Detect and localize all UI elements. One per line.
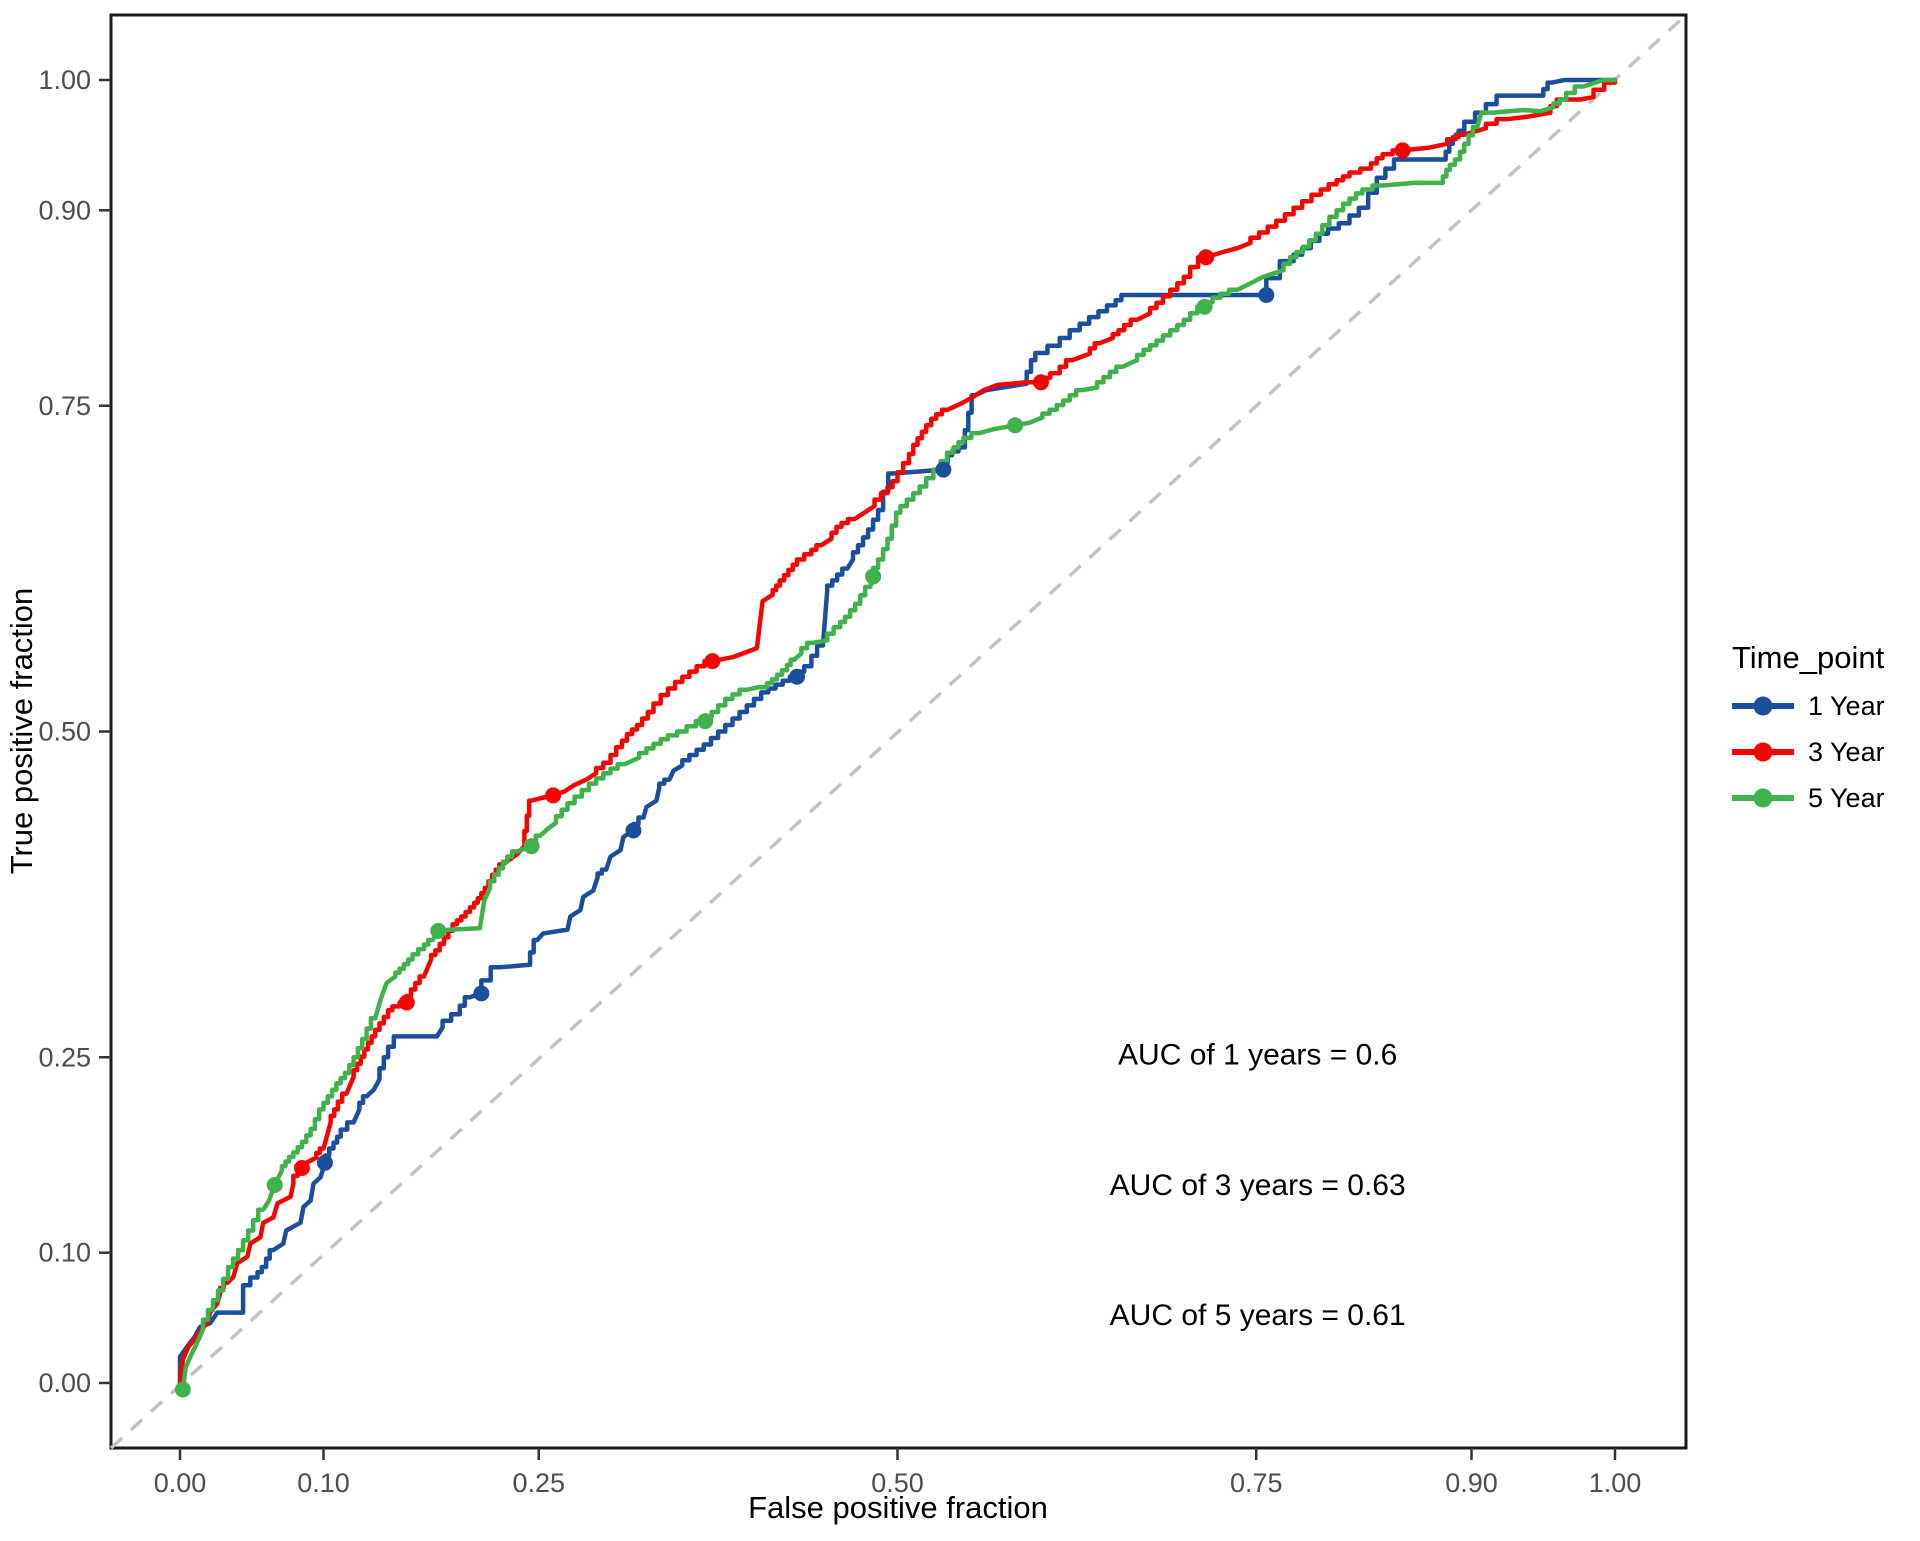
roc-curve-5-year: [180, 77, 1618, 1392]
x-tick-label: 0.10: [297, 1468, 350, 1498]
roc-point-1-year: [473, 985, 490, 1002]
roc-point-5-year: [430, 922, 447, 939]
roc-point-5-year: [697, 713, 714, 730]
roc-point-1-year: [625, 822, 642, 839]
y-tick-label: 0.50: [38, 717, 91, 747]
roc-point-5-year: [523, 838, 540, 855]
y-axis-title: True positive fraction: [4, 588, 39, 875]
x-tick-label: 0.90: [1445, 1468, 1498, 1498]
roc-point-3-year: [704, 653, 721, 670]
roc-curves: [177, 77, 1618, 1392]
auc-annotation: AUC of 1 years = 0.6: [1118, 1039, 1397, 1072]
roc-point-3-year: [1033, 374, 1049, 391]
legend-item-1-year: 1 Year: [1732, 691, 1885, 721]
auc-annotation: AUC of 3 years = 0.63: [1110, 1169, 1406, 1202]
roc-point-5-year: [1196, 298, 1213, 315]
legend-label-1-year: 1 Year: [1808, 691, 1885, 721]
x-tick-label: 0.50: [871, 1468, 924, 1498]
axis-tick-labels: 0.00 0.10 0.25 0.50 0.75 0.90 1.00 0.00 0.10 0.25…: [38, 65, 1641, 1498]
x-tick-label: 1.00: [1589, 1468, 1642, 1498]
roc-point-1-year: [316, 1154, 333, 1171]
y-tick-label: 1.00: [38, 65, 91, 95]
roc-point-3-year: [1394, 142, 1411, 159]
y-tick-label: 0.90: [38, 195, 91, 225]
legend-items: 1 Year 3 Year 5 Year: [1732, 691, 1885, 813]
legend: Time_point 1 Year 3 Year 5 Year: [1732, 640, 1885, 813]
y-tick-label: 0.25: [38, 1042, 91, 1072]
roc-point-5-year: [174, 1381, 191, 1398]
legend-label-5-year: 5 Year: [1808, 783, 1885, 813]
roc-point-5-year: [865, 568, 882, 585]
roc-point-3-year: [545, 787, 562, 804]
roc-point-1-year: [935, 461, 952, 478]
roc-point-1-year: [789, 668, 806, 685]
auc-annotations: AUC of 1 years = 0.6 AUC of 3 years = 0.6…: [1110, 1039, 1406, 1333]
legend-item-5-year: 5 Year: [1732, 783, 1885, 813]
roc-curve-3-year: [177, 77, 1618, 1386]
x-tick-label: 0.25: [512, 1468, 565, 1498]
x-tick-label: 0.75: [1230, 1468, 1283, 1498]
auc-annotation: AUC of 5 years = 0.61: [1110, 1299, 1406, 1332]
roc-curve-markers: [174, 142, 1411, 1398]
x-tick-label: 0.00: [154, 1468, 207, 1498]
legend-item-3-year: 3 Year: [1732, 737, 1885, 767]
roc-point-3-year: [293, 1160, 310, 1177]
x-axis-title: False positive fraction: [748, 1490, 1048, 1525]
roc-point-5-year: [1007, 417, 1024, 434]
roc-point-3-year: [398, 994, 415, 1011]
diagonal-reference-line: [109, 13, 1688, 1450]
axis-ticks: [99, 78, 1617, 1460]
y-tick-label: 0.00: [38, 1368, 91, 1398]
roc-point-5-year: [266, 1176, 283, 1193]
legend-key-point-5-year: [1753, 788, 1773, 808]
legend-title: Time_point: [1732, 640, 1885, 675]
legend-key-point-1-year: [1753, 696, 1773, 716]
legend-key-point-3-year: [1753, 742, 1773, 762]
y-tick-label: 0.75: [38, 391, 91, 421]
legend-label-3-year: 3 Year: [1808, 737, 1885, 767]
y-tick-label: 0.10: [38, 1238, 91, 1268]
roc-point-1-year: [1258, 286, 1275, 303]
roc-point-3-year: [1198, 249, 1215, 266]
